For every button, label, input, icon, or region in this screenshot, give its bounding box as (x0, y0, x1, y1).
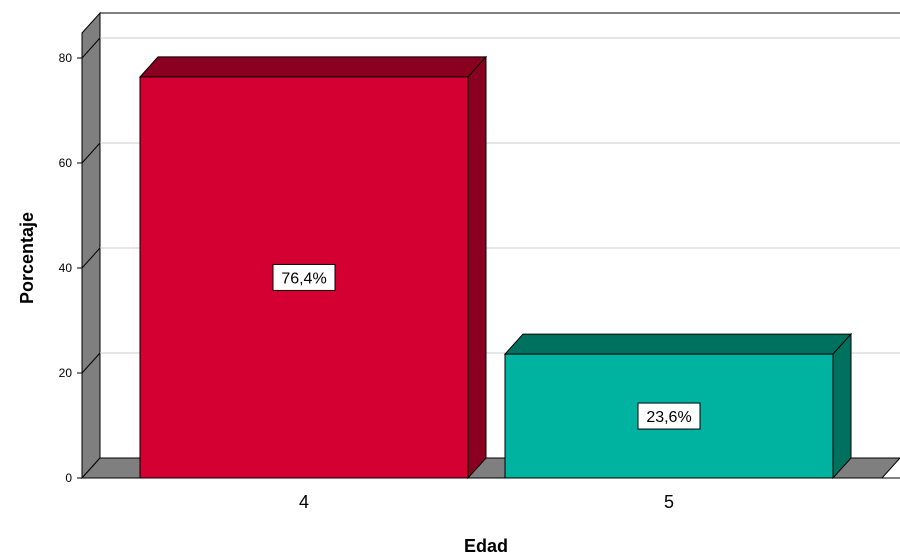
y-tick-label: 0 (65, 471, 72, 485)
y-tick-label: 20 (59, 366, 73, 380)
left-wall (81, 11, 101, 480)
x-axis-title: Edad (464, 536, 508, 556)
bar-side-face (467, 55, 487, 480)
gridline-side (81, 247, 101, 269)
bars: 76,4% 23,6% (138, 55, 853, 480)
x-tick-label: 5 (664, 492, 674, 512)
bar-top-face (138, 56, 488, 78)
bar-side-face (832, 332, 852, 480)
y-tick-label: 60 (59, 156, 73, 170)
gridline-side (81, 142, 101, 164)
y-tick-label: 40 (59, 261, 73, 275)
y-axis-title: Porcentaje (17, 212, 37, 304)
bar-4: 76,4% (138, 55, 488, 480)
x-tick-label: 4 (299, 492, 309, 512)
y-axis-ticks: 0 20 40 60 80 (59, 51, 82, 485)
bar-5: 23,6% (503, 332, 853, 480)
y-tick-label: 80 (59, 51, 73, 65)
data-label: 23,6% (646, 409, 691, 426)
bar-top-face (503, 333, 853, 355)
data-label-box (272, 263, 336, 291)
data-label: 76,4% (281, 270, 326, 287)
gridline-side (81, 37, 101, 59)
data-label-box (637, 402, 701, 430)
gridline-side (81, 352, 101, 374)
